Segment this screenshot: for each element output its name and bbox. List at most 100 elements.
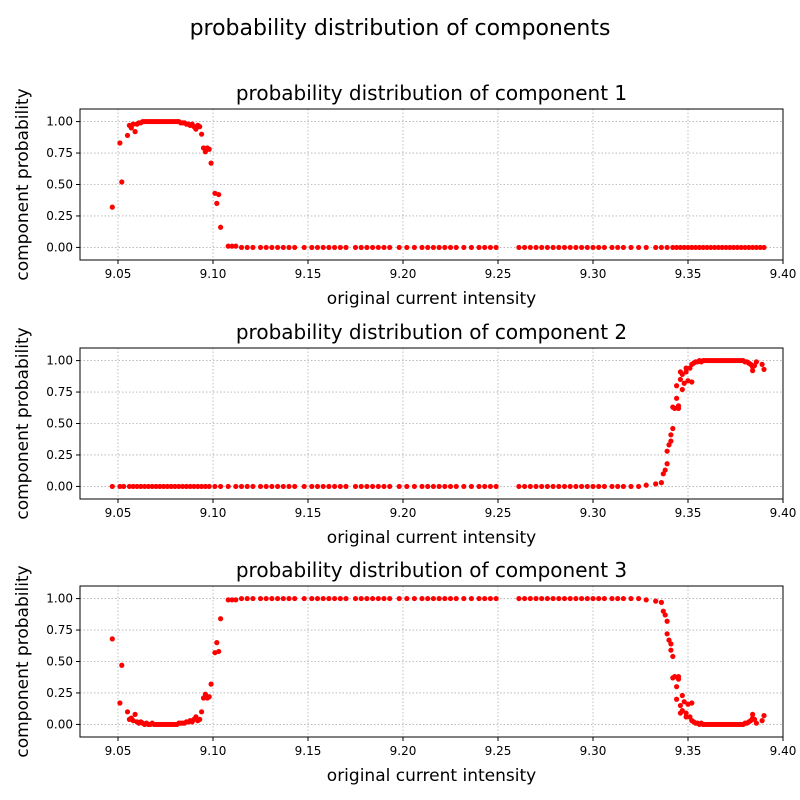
data-point <box>522 483 528 490</box>
data-point <box>257 595 264 602</box>
data-points <box>109 595 767 728</box>
data-point <box>381 244 387 251</box>
data-point <box>109 483 115 490</box>
y-tick-label: 0.00 <box>46 240 73 254</box>
data-point <box>664 631 670 637</box>
data-point <box>119 662 125 668</box>
data-point <box>750 711 756 717</box>
data-points <box>109 357 767 490</box>
data-point <box>430 595 436 602</box>
data-point <box>544 483 551 490</box>
data-point <box>138 483 144 490</box>
data-point <box>668 438 674 444</box>
data-point <box>727 244 733 251</box>
data-point <box>314 244 321 251</box>
data-point <box>567 483 573 490</box>
data-point <box>672 405 678 411</box>
data-point <box>556 244 562 251</box>
data-point <box>286 483 292 490</box>
y-tick-label: 0.25 <box>46 686 73 700</box>
data-point <box>238 244 245 251</box>
panel-title: probability distribution of component 1 <box>236 81 627 105</box>
data-point <box>364 483 370 490</box>
data-point <box>567 595 573 602</box>
data-point <box>199 709 205 715</box>
data-point <box>229 243 235 249</box>
data-point <box>320 483 326 490</box>
data-point <box>539 244 545 251</box>
data-point <box>153 483 159 490</box>
data-point <box>679 707 685 714</box>
data-point <box>396 595 402 602</box>
data-point <box>280 244 286 251</box>
data-point <box>609 483 615 490</box>
data-point <box>556 483 562 490</box>
x-tick-label: 9.10 <box>200 506 227 520</box>
data-point <box>761 713 767 719</box>
data-point <box>250 483 256 490</box>
data-point <box>679 386 685 393</box>
data-point <box>364 595 370 602</box>
data-point <box>419 483 425 490</box>
x-tick-label: 9.30 <box>580 267 607 281</box>
data-point <box>436 244 442 251</box>
data-point <box>759 718 765 724</box>
data-point <box>250 595 256 602</box>
data-point <box>447 595 454 602</box>
data-point <box>664 244 670 251</box>
data-point <box>142 483 148 490</box>
data-point <box>759 361 765 367</box>
data-point <box>320 595 326 602</box>
data-point <box>590 244 596 251</box>
data-point <box>468 244 474 251</box>
data-point <box>286 244 292 251</box>
data-point <box>579 244 585 251</box>
data-point <box>164 483 170 490</box>
data-point <box>117 140 123 146</box>
data-point <box>461 595 467 602</box>
data-point <box>590 483 596 490</box>
data-point <box>696 244 703 251</box>
data-point <box>195 483 201 490</box>
x-tick-label: 9.25 <box>485 744 512 758</box>
data-point <box>212 483 218 490</box>
x-tick-label: 9.35 <box>675 267 702 281</box>
data-point <box>643 244 649 251</box>
data-point <box>244 244 250 251</box>
panels: 9.05 9.10 9.15 9.20 9.25 9.30 9.35 9.40 0.00 0.25… <box>13 81 796 786</box>
data-point <box>516 483 522 490</box>
grid-lines <box>80 586 784 737</box>
data-point <box>257 244 264 251</box>
data-point <box>679 692 685 699</box>
data-point <box>425 595 431 602</box>
data-point <box>411 244 417 251</box>
data-point <box>375 595 381 602</box>
data-point <box>292 244 298 251</box>
data-point <box>556 595 562 602</box>
figure-suptitle: probability distribution of components <box>190 16 611 41</box>
data-point <box>487 595 493 602</box>
data-point <box>579 595 585 602</box>
data-point <box>476 483 482 490</box>
data-point <box>662 612 668 618</box>
x-axis-label: original current intensity <box>327 289 536 309</box>
data-point <box>337 483 343 490</box>
x-tick-label: 9.10 <box>200 744 227 758</box>
y-axis-label: component probability <box>13 88 33 280</box>
data-point <box>708 244 714 251</box>
data-point <box>157 483 163 490</box>
data-point <box>132 129 138 135</box>
data-point <box>476 595 482 602</box>
y-tick-label: 0.50 <box>46 178 73 192</box>
data-point <box>172 483 178 490</box>
data-point <box>233 597 239 603</box>
y-axis-label: component probability <box>13 327 33 519</box>
data-point <box>358 595 364 602</box>
data-point <box>683 369 689 375</box>
data-point <box>381 483 387 490</box>
data-point <box>314 595 321 602</box>
data-point <box>396 483 402 490</box>
data-point <box>615 595 621 602</box>
data-point <box>208 681 214 687</box>
data-point <box>292 483 298 490</box>
